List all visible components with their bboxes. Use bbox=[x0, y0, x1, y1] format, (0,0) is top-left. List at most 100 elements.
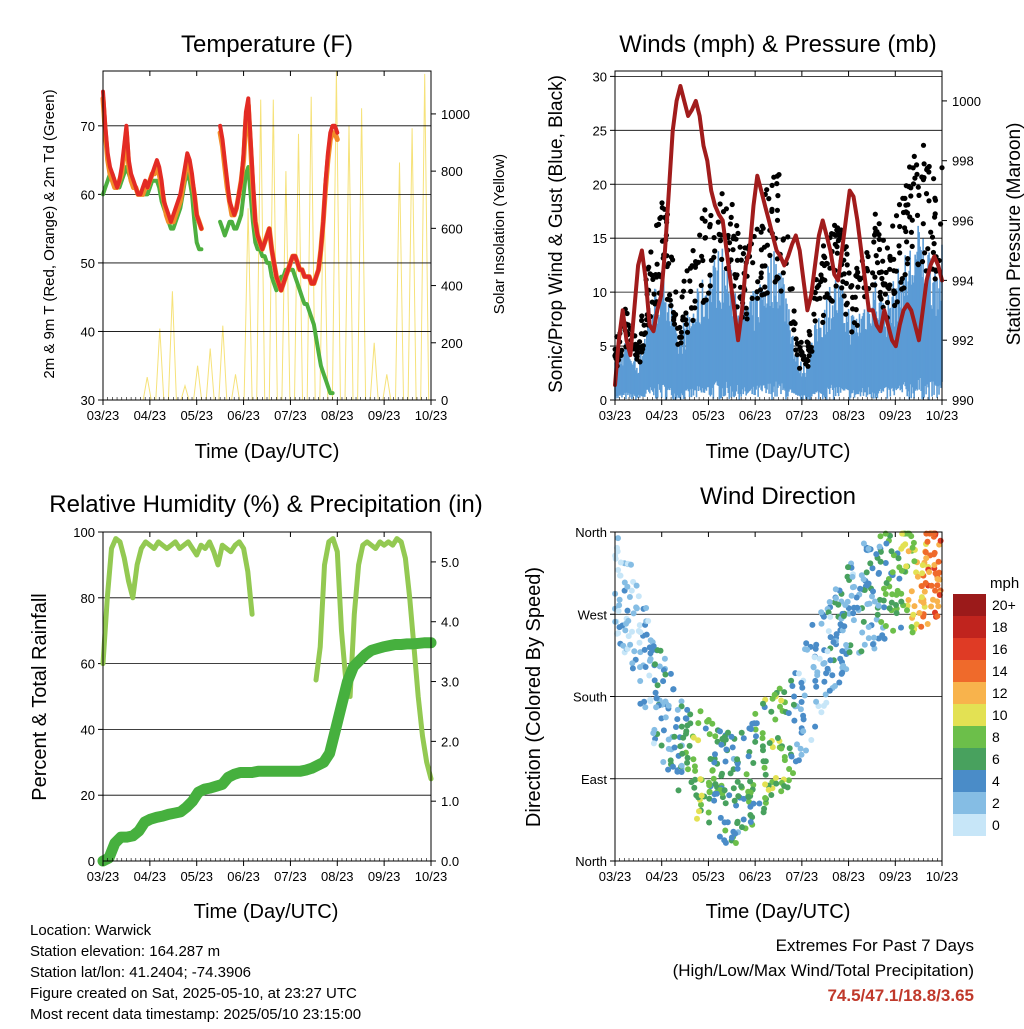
direction-point bbox=[740, 735, 747, 742]
gust-point bbox=[774, 217, 781, 223]
direction-point bbox=[932, 570, 939, 577]
gust-point bbox=[728, 214, 734, 220]
temp-xtick-label: 08/23 bbox=[321, 408, 354, 423]
rh-xtick-label: 03/23 bbox=[87, 869, 120, 884]
direction-point bbox=[869, 593, 875, 600]
gust-point bbox=[794, 352, 800, 358]
gust-point bbox=[876, 236, 882, 242]
gust-point bbox=[650, 276, 656, 282]
direction-point bbox=[781, 754, 788, 760]
gust-point bbox=[920, 177, 927, 183]
direction-point bbox=[849, 573, 856, 580]
gust-point bbox=[648, 249, 654, 255]
temp-xlabel: Time (Day/UTC) bbox=[195, 441, 340, 463]
direction-point bbox=[837, 655, 844, 662]
gust-point bbox=[684, 329, 691, 335]
gust-point bbox=[887, 266, 893, 272]
gust-point bbox=[871, 239, 877, 245]
direction-point bbox=[647, 698, 654, 705]
direction-point bbox=[769, 695, 776, 702]
gust-point bbox=[903, 228, 909, 235]
direction-point bbox=[670, 686, 677, 693]
direction-point bbox=[886, 605, 893, 612]
colorbar-swatch bbox=[953, 814, 986, 836]
gust-point bbox=[634, 353, 640, 359]
gust-point bbox=[774, 181, 780, 187]
direction-point bbox=[932, 587, 939, 594]
direction-point bbox=[747, 819, 754, 825]
gust-point bbox=[879, 275, 885, 282]
gust-point bbox=[838, 227, 844, 233]
direction-point bbox=[797, 745, 804, 752]
direction-point bbox=[652, 689, 659, 696]
direction-point bbox=[615, 608, 622, 614]
dir-xtick-label: 03/23 bbox=[599, 869, 632, 884]
direction-point bbox=[910, 539, 917, 546]
rh-ytick-label: 100 bbox=[73, 525, 95, 540]
wind-xlabel: Time (Day/UTC) bbox=[706, 441, 851, 463]
gust-point bbox=[711, 235, 717, 241]
direction-point bbox=[633, 604, 640, 611]
gust-point bbox=[854, 265, 860, 271]
direction-point bbox=[881, 604, 888, 611]
wind-ylabel: Sonic/Prop Wind & Gust (Blue, Black) bbox=[546, 75, 567, 393]
gust-point bbox=[904, 239, 910, 245]
gust-point bbox=[843, 302, 849, 308]
colorbar-label: 12 bbox=[992, 685, 1008, 701]
gust-point bbox=[901, 285, 907, 291]
direction-point bbox=[670, 763, 676, 770]
wind-xtick-label: 05/23 bbox=[692, 408, 725, 423]
wind-ytick-label: 10 bbox=[593, 285, 607, 300]
gust-point bbox=[758, 229, 764, 235]
direction-point bbox=[643, 631, 650, 638]
direction-point bbox=[677, 743, 684, 750]
rh-y2tick-label: 4.0 bbox=[441, 615, 459, 630]
direction-point bbox=[860, 576, 867, 583]
gust-point bbox=[874, 260, 881, 266]
gust-point bbox=[680, 288, 687, 294]
direction-point bbox=[645, 618, 652, 624]
direction-point bbox=[747, 778, 754, 785]
gust-point bbox=[851, 320, 858, 326]
direction-point bbox=[818, 709, 825, 716]
gust-point bbox=[909, 243, 915, 249]
temp-xtick-label: 04/23 bbox=[134, 408, 167, 423]
gust-point bbox=[932, 195, 938, 201]
dir-xtick-label: 07/23 bbox=[786, 869, 819, 884]
direction-point bbox=[740, 795, 747, 802]
gust-point bbox=[740, 251, 747, 257]
direction-point bbox=[704, 718, 711, 725]
gust-point bbox=[774, 274, 780, 280]
temp-y2tick-label: 0 bbox=[441, 393, 448, 408]
direction-point bbox=[893, 610, 900, 617]
direction-point bbox=[791, 693, 798, 700]
gust-point bbox=[891, 290, 897, 296]
direction-point bbox=[614, 548, 621, 555]
gust-point bbox=[915, 184, 921, 190]
direction-point bbox=[875, 602, 882, 609]
direction-point bbox=[641, 646, 648, 653]
rh-y2tick-label: 5.0 bbox=[441, 555, 459, 570]
direction-point bbox=[936, 592, 943, 598]
direction-point bbox=[853, 594, 860, 601]
direction-point bbox=[712, 733, 719, 740]
gust-point bbox=[668, 254, 675, 260]
gust-point bbox=[849, 329, 855, 335]
recent-text: Most recent data timestamp: 2025/05/10 2… bbox=[30, 1006, 362, 1023]
direction-point bbox=[821, 678, 828, 685]
gust-point bbox=[844, 251, 850, 257]
direction-point bbox=[841, 623, 848, 630]
direction-point bbox=[762, 795, 769, 801]
direction-point bbox=[877, 533, 884, 540]
gust-point bbox=[930, 249, 937, 256]
direction-point bbox=[692, 767, 699, 774]
direction-point bbox=[752, 738, 759, 745]
direction-point bbox=[673, 724, 679, 730]
colorbar-label: 18 bbox=[992, 619, 1008, 635]
direction-point bbox=[845, 564, 851, 571]
dir-ylabel: Direction (Colored By Speed) bbox=[523, 567, 545, 827]
gust-point bbox=[855, 284, 861, 290]
gust-point bbox=[853, 307, 859, 313]
direction-point bbox=[794, 741, 800, 748]
direction-point bbox=[671, 744, 678, 751]
